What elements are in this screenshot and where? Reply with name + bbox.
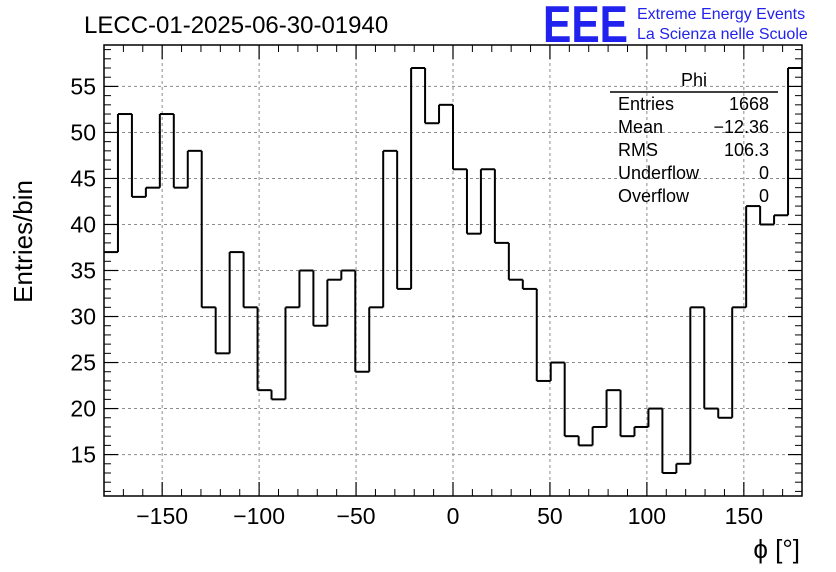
chart-title: LECC-01-2025-06-30-01940 [84, 12, 388, 39]
stats-label-mean: Mean [618, 117, 663, 137]
y-tick-label: 45 [70, 165, 96, 191]
logo-line-2: La Scienza nelle Scuole [637, 26, 808, 43]
stats-value-entries: 1668 [729, 94, 769, 114]
axis-ticks [103, 45, 803, 496]
y-axis-label: Entries/bin [8, 180, 38, 303]
x-tick-label: −150 [136, 503, 188, 529]
y-tick-label: 55 [70, 73, 96, 99]
y-tick-label: 15 [70, 442, 96, 468]
stats-value-rms: 106.3 [724, 140, 769, 160]
stats-value-overflow: 0 [759, 186, 769, 206]
x-tick-label: 150 [725, 503, 763, 529]
x-tick-label: 50 [537, 503, 563, 529]
eee-logo: EEE Extreme Energy Events La Scienza nel… [543, 0, 808, 54]
stats-box: Phi Entries 1668 Mean −12.36 RMS 106.3 U… [610, 70, 778, 206]
logo-eee-text: EEE [543, 0, 628, 54]
stats-value-mean: −12.36 [713, 117, 769, 137]
y-tick-label: 30 [70, 304, 96, 330]
y-tick-label: 35 [70, 258, 96, 284]
stats-label-rms: RMS [618, 140, 658, 160]
y-tick-label: 40 [70, 211, 96, 237]
x-axis-label: ϕ [°] [753, 534, 800, 564]
stats-label-underflow: Underflow [618, 163, 700, 183]
logo-line-1: Extreme Energy Events [637, 6, 805, 23]
stats-title: Phi [681, 70, 707, 90]
x-tick-label: 0 [447, 503, 460, 529]
y-tick-label: 20 [70, 396, 96, 422]
stats-label-overflow: Overflow [618, 186, 690, 206]
axis-tick-labels: −150 −100 −50 0 50 100 150 15 20 25 30 35 40 45 50 55 [70, 73, 763, 529]
x-tick-label: −100 [233, 503, 285, 529]
y-tick-label: 50 [70, 119, 96, 145]
histogram-bars [104, 67, 802, 474]
y-tick-label: 25 [70, 350, 96, 376]
x-tick-label: 100 [628, 503, 666, 529]
stats-label-entries: Entries [618, 94, 674, 114]
stats-value-underflow: 0 [759, 163, 769, 183]
x-tick-label: −50 [337, 503, 376, 529]
